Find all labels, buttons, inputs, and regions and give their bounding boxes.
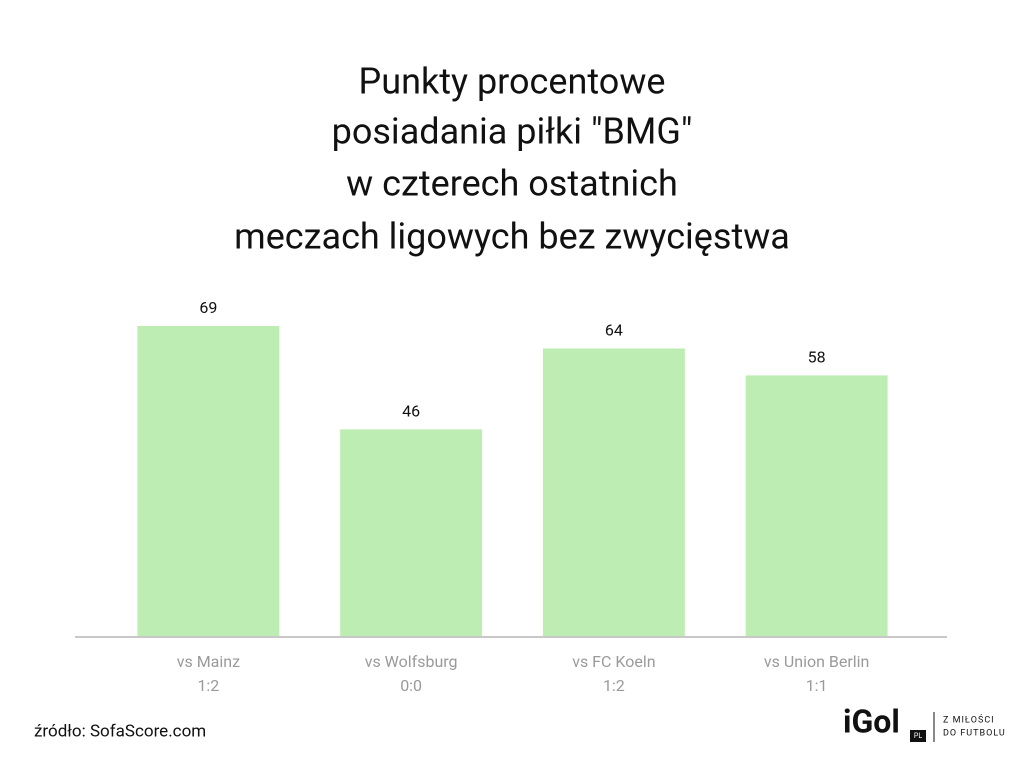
x-tick-label: vs Mainz [177, 652, 240, 671]
value-label: 69 [199, 298, 217, 317]
value-label: 64 [605, 321, 623, 340]
logo-tagline: DO FUTBOLU [943, 728, 1006, 738]
bar [340, 429, 483, 636]
logo: iGol PL Z MIŁOŚCI DO FUTBOLU [843, 702, 1006, 742]
logo-badge-bg [910, 730, 926, 742]
title-line: posiadania piłki "BMG" [332, 111, 693, 153]
title-line: Punkty procentowe [359, 61, 666, 103]
x-tick-label: 1:1 [806, 676, 828, 695]
title-line: w czterech ostatnich [346, 163, 678, 205]
source: źródło: SofaScore.com [34, 721, 206, 741]
x-tick-label: vs Union Berlin [764, 652, 870, 671]
logo-name: iGol [843, 702, 900, 740]
logo-badge: PL [914, 732, 922, 740]
title-line: meczach ligowych bez zwycięstwa [234, 216, 790, 258]
x-tick-label: vs Wolfsburg [365, 652, 458, 671]
bar [542, 348, 685, 636]
logo-tagline: Z MIŁOŚCI [943, 713, 995, 725]
x-tick-label: 0:0 [400, 676, 422, 695]
value-label: 58 [808, 348, 826, 367]
bar [137, 325, 280, 636]
x-tick-label: 1:2 [197, 676, 219, 695]
value-label: 46 [402, 402, 420, 421]
x-tick-label: vs FC Koeln [572, 652, 655, 671]
x-tick-label: 1:2 [603, 676, 625, 695]
bar [745, 375, 888, 636]
title: Punkty procentowe posiadania piłki "BMG"… [234, 61, 790, 258]
